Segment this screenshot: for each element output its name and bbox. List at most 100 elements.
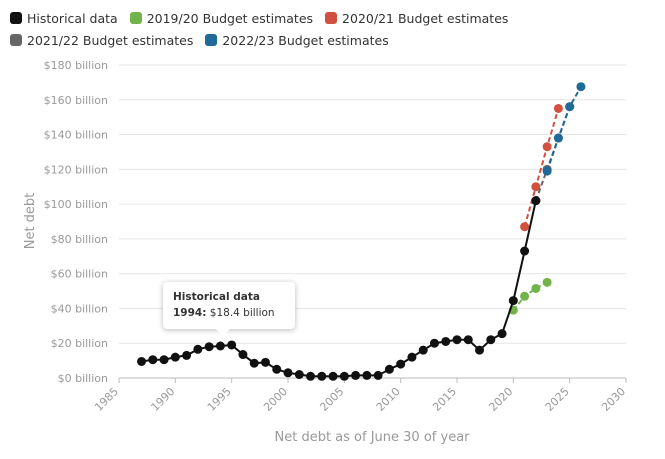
series-line [523, 108, 560, 227]
legend-swatch-2020-21 [325, 12, 338, 24]
chart-legend: Historical data 2019/20 Budget estimates… [10, 9, 650, 49]
data-point [463, 335, 473, 345]
data-point [283, 368, 293, 378]
data-point [531, 283, 541, 293]
y-tick-label: $40 billion [51, 302, 108, 315]
data-point [486, 335, 496, 345]
x-tick-label: 2015 [430, 385, 459, 414]
data-point [159, 355, 169, 365]
gridlines [119, 64, 626, 379]
data-point [542, 142, 552, 152]
data-point [351, 370, 361, 380]
tooltip-value: $18.4 billion [209, 307, 275, 319]
x-tick-label: 1995 [205, 385, 234, 414]
legend-item-2021-22[interactable]: 2021/22 Budget estimates [10, 31, 193, 49]
data-point [396, 359, 406, 369]
series-2022-23-budget-estimates [542, 82, 586, 176]
data-point [294, 370, 304, 380]
data-point [170, 352, 180, 362]
legend-swatch-2021-22 [10, 34, 22, 46]
x-tick-label: 2030 [599, 385, 628, 414]
data-point [418, 345, 428, 355]
x-tick-label: 2020 [486, 385, 515, 414]
data-point [441, 336, 451, 346]
legend-item-2019-20[interactable]: 2019/20 Budget estimates [129, 9, 314, 27]
y-tick-label: $0 billion [58, 372, 108, 385]
y-tick-label: $60 billion [51, 268, 108, 281]
data-point [497, 329, 507, 339]
data-point [182, 350, 192, 360]
tooltip-series-name: Historical data [173, 291, 260, 303]
y-tick-label: $140 billion [44, 129, 108, 142]
legend-swatch-2022-23 [205, 34, 218, 46]
data-point [565, 102, 575, 112]
x-tick-label: 2010 [374, 385, 403, 414]
y-tick-label: $80 billion [51, 233, 108, 246]
series-line [546, 86, 582, 172]
y-tick-label: $100 billion [44, 198, 108, 211]
series-lines [137, 82, 586, 381]
legend-item-2020-21[interactable]: 2020/21 Budget estimates [325, 9, 508, 27]
y-tick-label: $180 billion [44, 59, 108, 72]
legend-item-2022-23[interactable]: 2022/23 Budget estimates [205, 31, 389, 49]
data-point [531, 196, 541, 206]
x-tick-label: 2005 [317, 385, 346, 414]
data-point [148, 355, 158, 365]
legend-swatch-2019-20 [129, 12, 142, 24]
y-tick-label: $20 billion [51, 337, 108, 350]
data-point [227, 340, 237, 350]
legend-label-2020-21: 2020/21 Budget estimates [342, 10, 509, 26]
data-point [407, 352, 417, 362]
data-point [542, 166, 552, 176]
data-point [553, 133, 563, 143]
data-point [452, 335, 462, 345]
y-tick-label: $160 billion [44, 94, 108, 107]
legend-label-historical: Historical data [27, 10, 118, 26]
legend-item-historical[interactable]: Historical data [10, 9, 118, 27]
series-2019-20-budget-estimates [508, 277, 552, 315]
data-point [576, 82, 586, 92]
tooltip-value-line: 1994: $18.4 billion [173, 305, 285, 321]
x-tick-label: 2025 [543, 385, 572, 414]
series-line [512, 281, 548, 311]
data-point [475, 345, 485, 355]
data-point [215, 341, 225, 351]
series-historical-data [137, 196, 541, 381]
data-point [542, 277, 552, 287]
legend-label-2019-20: 2019/20 Budget estimates [146, 10, 314, 26]
data-point [193, 344, 203, 354]
data-point [238, 350, 248, 360]
data-tooltip: Historical data 1994: $18.4 billion [163, 282, 295, 336]
legend-swatch-historical [10, 12, 22, 24]
data-point [306, 371, 316, 381]
tooltip-arrow [216, 329, 230, 336]
y-axis-title: Net debt [23, 193, 38, 250]
x-tick-label: 1990 [148, 385, 177, 414]
data-point [249, 358, 259, 368]
data-point [272, 364, 282, 374]
data-point [429, 338, 439, 348]
legend-label-2021-22: 2021/22 Budget estimates [27, 32, 194, 48]
legend-label-2022-23: 2022/23 Budget estimates [222, 32, 389, 48]
data-point [508, 296, 518, 306]
data-point [553, 103, 563, 113]
x-axis-title: Net debt as of June 30 of year [275, 430, 471, 445]
series-2020-21-budget-estimates [520, 103, 563, 232]
data-point [204, 342, 214, 352]
data-point [520, 222, 530, 232]
x-tick-label: 1985 [92, 385, 121, 414]
data-point [520, 246, 530, 256]
data-point [362, 370, 372, 380]
data-point [339, 371, 349, 381]
axes: $0 billion $20 billion $40 billion $60 bill… [44, 59, 629, 414]
data-point [328, 371, 338, 381]
data-point [520, 291, 530, 301]
data-point [384, 364, 394, 374]
data-point [373, 370, 383, 380]
data-point [137, 356, 147, 366]
data-point [531, 182, 541, 192]
y-tick-label: $120 billion [44, 163, 108, 176]
tooltip-year: 1994: [173, 307, 207, 319]
data-point [260, 357, 270, 367]
